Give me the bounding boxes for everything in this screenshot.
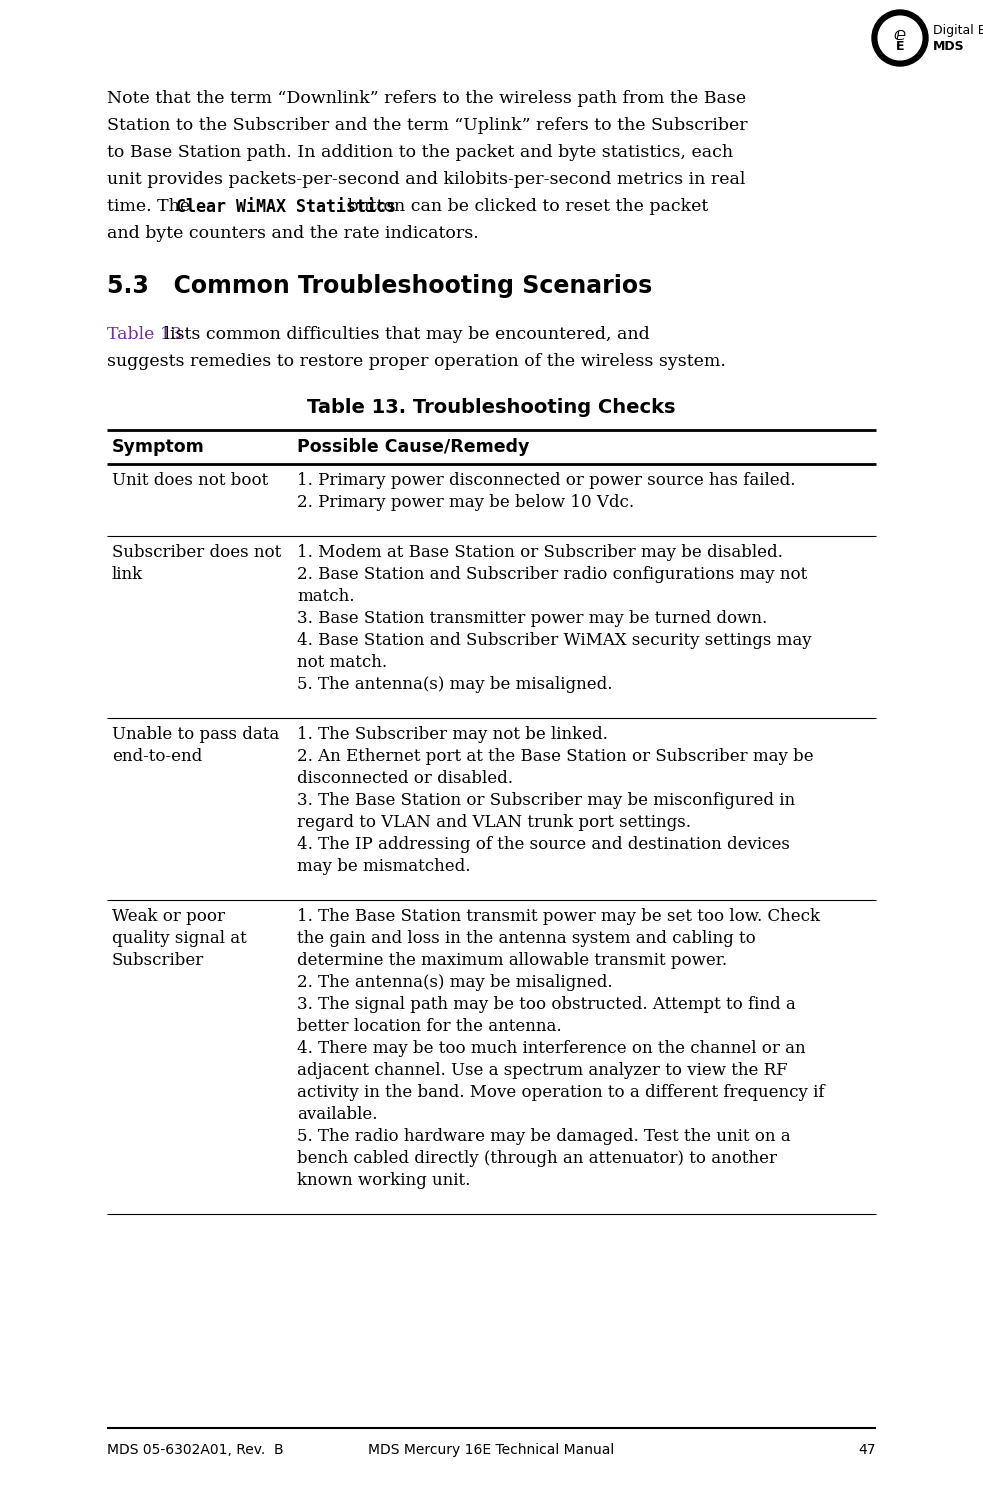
Text: Digital Energy: Digital Energy bbox=[933, 24, 983, 36]
Text: 4. There may be too much interference on the channel or an: 4. There may be too much interference on… bbox=[297, 1040, 806, 1058]
Text: and byte counters and the rate indicators.: and byte counters and the rate indicator… bbox=[107, 224, 479, 242]
Text: Possible Cause/Remedy: Possible Cause/Remedy bbox=[297, 438, 530, 456]
Text: ⅇ: ⅇ bbox=[894, 25, 906, 43]
Text: Unable to pass data: Unable to pass data bbox=[112, 726, 279, 744]
Text: the gain and loss in the antenna system and cabling to: the gain and loss in the antenna system … bbox=[297, 931, 756, 947]
Text: disconnected or disabled.: disconnected or disabled. bbox=[297, 770, 513, 787]
Text: may be mismatched.: may be mismatched. bbox=[297, 859, 471, 875]
Text: end-to-end: end-to-end bbox=[112, 748, 202, 764]
Text: Subscriber: Subscriber bbox=[112, 951, 204, 969]
Text: 1. The Base Station transmit power may be set too low. Check: 1. The Base Station transmit power may b… bbox=[297, 908, 820, 925]
Text: 3. The Base Station or Subscriber may be misconfigured in: 3. The Base Station or Subscriber may be… bbox=[297, 791, 795, 809]
Text: 1. The Subscriber may not be linked.: 1. The Subscriber may not be linked. bbox=[297, 726, 607, 744]
Text: Subscriber does not: Subscriber does not bbox=[112, 545, 281, 561]
Circle shape bbox=[872, 10, 928, 66]
Text: bench cabled directly (through an attenuator) to another: bench cabled directly (through an attenu… bbox=[297, 1150, 777, 1167]
Text: regard to VLAN and VLAN trunk port settings.: regard to VLAN and VLAN trunk port setti… bbox=[297, 814, 691, 830]
Text: 1. Primary power disconnected or power source has failed.: 1. Primary power disconnected or power s… bbox=[297, 473, 795, 489]
Text: available.: available. bbox=[297, 1106, 377, 1123]
Text: Table 13: Table 13 bbox=[107, 326, 182, 343]
Text: Note that the term “Downlink” refers to the wireless path from the Base: Note that the term “Downlink” refers to … bbox=[107, 90, 746, 108]
Text: lists common difficulties that may be encountered, and: lists common difficulties that may be en… bbox=[159, 326, 650, 343]
Text: match.: match. bbox=[297, 588, 355, 604]
Text: button can be clicked to reset the packet: button can be clicked to reset the packe… bbox=[341, 197, 708, 215]
Text: better location for the antenna.: better location for the antenna. bbox=[297, 1017, 561, 1035]
Text: activity in the band. Move operation to a different frequency if: activity in the band. Move operation to … bbox=[297, 1085, 825, 1101]
Text: to Base Station path. In addition to the packet and byte statistics, each: to Base Station path. In addition to the… bbox=[107, 144, 733, 162]
Text: 3. The signal path may be too obstructed. Attempt to find a: 3. The signal path may be too obstructed… bbox=[297, 996, 796, 1013]
Text: determine the maximum allowable transmit power.: determine the maximum allowable transmit… bbox=[297, 951, 727, 969]
Text: Symptom: Symptom bbox=[112, 438, 204, 456]
Text: suggests remedies to restore proper operation of the wireless system.: suggests remedies to restore proper oper… bbox=[107, 353, 725, 370]
Text: Weak or poor: Weak or poor bbox=[112, 908, 225, 925]
Text: MDS Mercury 16E Technical Manual: MDS Mercury 16E Technical Manual bbox=[369, 1444, 614, 1457]
Text: adjacent channel. Use a spectrum analyzer to view the RF: adjacent channel. Use a spectrum analyze… bbox=[297, 1062, 787, 1079]
Text: 5.3   Common Troubleshooting Scenarios: 5.3 Common Troubleshooting Scenarios bbox=[107, 274, 653, 298]
Text: 2. Primary power may be below 10 Vdc.: 2. Primary power may be below 10 Vdc. bbox=[297, 494, 634, 512]
Text: known working unit.: known working unit. bbox=[297, 1171, 471, 1189]
Text: 5. The antenna(s) may be misaligned.: 5. The antenna(s) may be misaligned. bbox=[297, 676, 612, 693]
Text: link: link bbox=[112, 565, 144, 583]
Text: 1. Modem at Base Station or Subscriber may be disabled.: 1. Modem at Base Station or Subscriber m… bbox=[297, 545, 782, 561]
Text: MDS: MDS bbox=[933, 39, 964, 52]
Text: 2. Base Station and Subscriber radio configurations may not: 2. Base Station and Subscriber radio con… bbox=[297, 565, 807, 583]
Text: Station to the Subscriber and the term “Uplink” refers to the Subscriber: Station to the Subscriber and the term “… bbox=[107, 117, 748, 135]
Text: 2. The antenna(s) may be misaligned.: 2. The antenna(s) may be misaligned. bbox=[297, 974, 612, 990]
Text: 3. Base Station transmitter power may be turned down.: 3. Base Station transmitter power may be… bbox=[297, 610, 768, 627]
Text: MDS 05-6302A01, Rev.  B: MDS 05-6302A01, Rev. B bbox=[107, 1444, 284, 1457]
Text: unit provides packets-per-second and kilobits-per-second metrics in real: unit provides packets-per-second and kil… bbox=[107, 171, 745, 188]
Text: 4. The IP addressing of the source and destination devices: 4. The IP addressing of the source and d… bbox=[297, 836, 790, 853]
Text: Unit does not boot: Unit does not boot bbox=[112, 473, 268, 489]
Text: Table 13. Troubleshooting Checks: Table 13. Troubleshooting Checks bbox=[308, 398, 675, 417]
Text: E: E bbox=[896, 39, 904, 52]
Text: 5. The radio hardware may be damaged. Test the unit on a: 5. The radio hardware may be damaged. Te… bbox=[297, 1128, 790, 1144]
Text: quality signal at: quality signal at bbox=[112, 931, 247, 947]
Text: Clear WiMAX Statistics: Clear WiMAX Statistics bbox=[177, 197, 396, 215]
Text: 2. An Ethernet port at the Base Station or Subscriber may be: 2. An Ethernet port at the Base Station … bbox=[297, 748, 814, 764]
Text: not match.: not match. bbox=[297, 654, 387, 672]
Circle shape bbox=[878, 16, 922, 60]
Text: 4. Base Station and Subscriber WiMAX security settings may: 4. Base Station and Subscriber WiMAX sec… bbox=[297, 631, 812, 649]
Text: time. The: time. The bbox=[107, 197, 196, 215]
Text: 47: 47 bbox=[858, 1444, 876, 1457]
